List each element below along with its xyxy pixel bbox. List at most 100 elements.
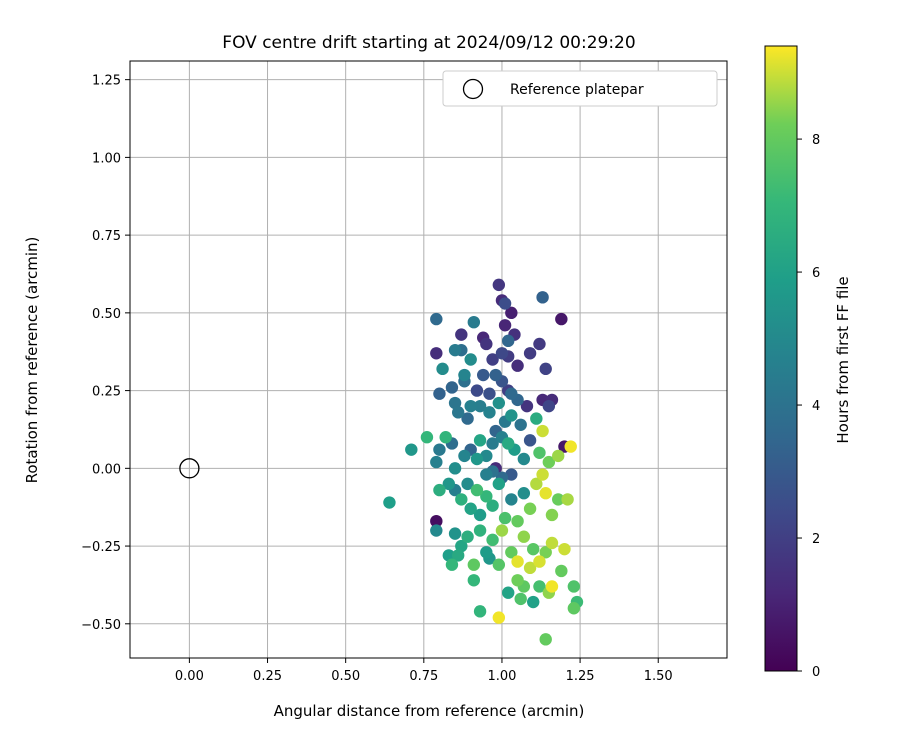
- data-point: [458, 449, 471, 463]
- data-point: [536, 468, 549, 481]
- x-tick-label: 0.50: [331, 669, 360, 684]
- data-point: [555, 564, 568, 578]
- data-point: [514, 418, 527, 431]
- data-point: [495, 347, 509, 360]
- data-point: [476, 368, 490, 382]
- data-point: [433, 387, 446, 400]
- legend-marker-icon: [462, 78, 484, 100]
- data-point: [552, 493, 565, 506]
- data-point: [480, 546, 493, 559]
- colorbar-tick-label: 4: [812, 399, 820, 414]
- data-point: [498, 319, 512, 332]
- colorbar-tick-label: 0: [812, 665, 820, 680]
- data-point: [502, 586, 515, 599]
- data-point: [505, 409, 518, 422]
- data-point: [533, 555, 546, 568]
- data-point: [530, 412, 543, 425]
- y-tick-label: −0.25: [81, 540, 121, 555]
- data-point: [448, 527, 462, 540]
- data-point: [467, 574, 481, 587]
- plot-area-frame: [129, 60, 728, 659]
- data-point: [430, 524, 443, 537]
- x-tick-label: 0.75: [409, 669, 438, 684]
- colorbar: 0 2 4 6 8 Hours from first FF file: [764, 45, 852, 680]
- x-tick-label: 0.00: [175, 669, 204, 684]
- data-point: [473, 399, 487, 413]
- data-point: [505, 387, 518, 400]
- data-point: [523, 502, 537, 515]
- data-point: [555, 312, 568, 326]
- data-point: [464, 399, 477, 413]
- x-gridlines: [188, 61, 659, 658]
- data-point: [542, 399, 556, 413]
- data-point: [461, 530, 474, 543]
- data-point: [451, 549, 465, 562]
- data-point: [480, 490, 493, 503]
- data-point: [527, 595, 540, 609]
- data-point: [505, 306, 518, 320]
- data-point: [561, 493, 574, 506]
- data-point: [505, 468, 518, 481]
- data-point: [489, 368, 502, 382]
- x-axis-label: Angular distance from reference (arcmin): [274, 702, 585, 720]
- data-point: [511, 555, 524, 568]
- data-point: [545, 536, 559, 550]
- data-point: [455, 493, 468, 506]
- data-point: [539, 633, 552, 646]
- chart-title: FOV centre drift starting at 2024/09/12 …: [222, 33, 635, 53]
- data-point: [442, 477, 456, 491]
- legend: Reference platepar: [442, 70, 718, 107]
- data-point: [473, 508, 487, 522]
- data-point: [530, 477, 543, 491]
- data-point: [383, 496, 396, 509]
- legend-box: [442, 70, 718, 107]
- data-point: [470, 452, 484, 466]
- data-point: [539, 362, 552, 376]
- data-point: [492, 558, 506, 571]
- data-point: [533, 337, 546, 351]
- data-point: [451, 406, 465, 419]
- data-point: [552, 449, 565, 463]
- data-point: [539, 487, 552, 500]
- data-point: [520, 399, 534, 413]
- data-point: [439, 431, 452, 444]
- data-point: [433, 443, 446, 456]
- data-point: [517, 530, 531, 543]
- data-point: [523, 347, 537, 360]
- data-point: [495, 524, 509, 537]
- y-tick-label: 0.25: [92, 385, 121, 400]
- data-point: [433, 483, 446, 497]
- data-point: [480, 337, 493, 351]
- y-tick-label: 1.00: [92, 151, 121, 166]
- colorbar-tick-label: 8: [812, 133, 820, 148]
- data-point: [539, 546, 552, 559]
- x-tick-label: 0.25: [253, 669, 282, 684]
- colorbar-ticks: 0 2 4 6 8: [797, 133, 820, 680]
- data-point: [458, 368, 471, 382]
- data-point: [498, 297, 512, 310]
- data-point: [517, 487, 531, 500]
- data-point: [464, 353, 477, 366]
- data-point: [545, 508, 559, 522]
- data-point: [517, 452, 531, 466]
- reference-platepar-marker: [179, 458, 200, 479]
- data-point: [430, 455, 443, 469]
- colorbar-tick-label: 6: [812, 266, 820, 281]
- data-point: [445, 381, 459, 394]
- data-point: [542, 455, 556, 469]
- data-point: [442, 549, 456, 562]
- y-tick-label: 1.25: [92, 74, 121, 89]
- data-point: [492, 396, 506, 410]
- y-gridlines: [130, 79, 727, 625]
- data-point: [480, 468, 493, 481]
- data-point: [498, 511, 512, 525]
- data-point: [511, 359, 524, 372]
- data-point: [464, 502, 477, 515]
- x-tick-label: 1.25: [566, 669, 595, 684]
- data-point: [420, 431, 434, 444]
- data-point: [492, 278, 506, 292]
- data-point: [467, 558, 481, 571]
- legend-entry-reference-platepar: Reference platepar: [510, 82, 644, 98]
- y-tick-label: 0.75: [92, 229, 121, 244]
